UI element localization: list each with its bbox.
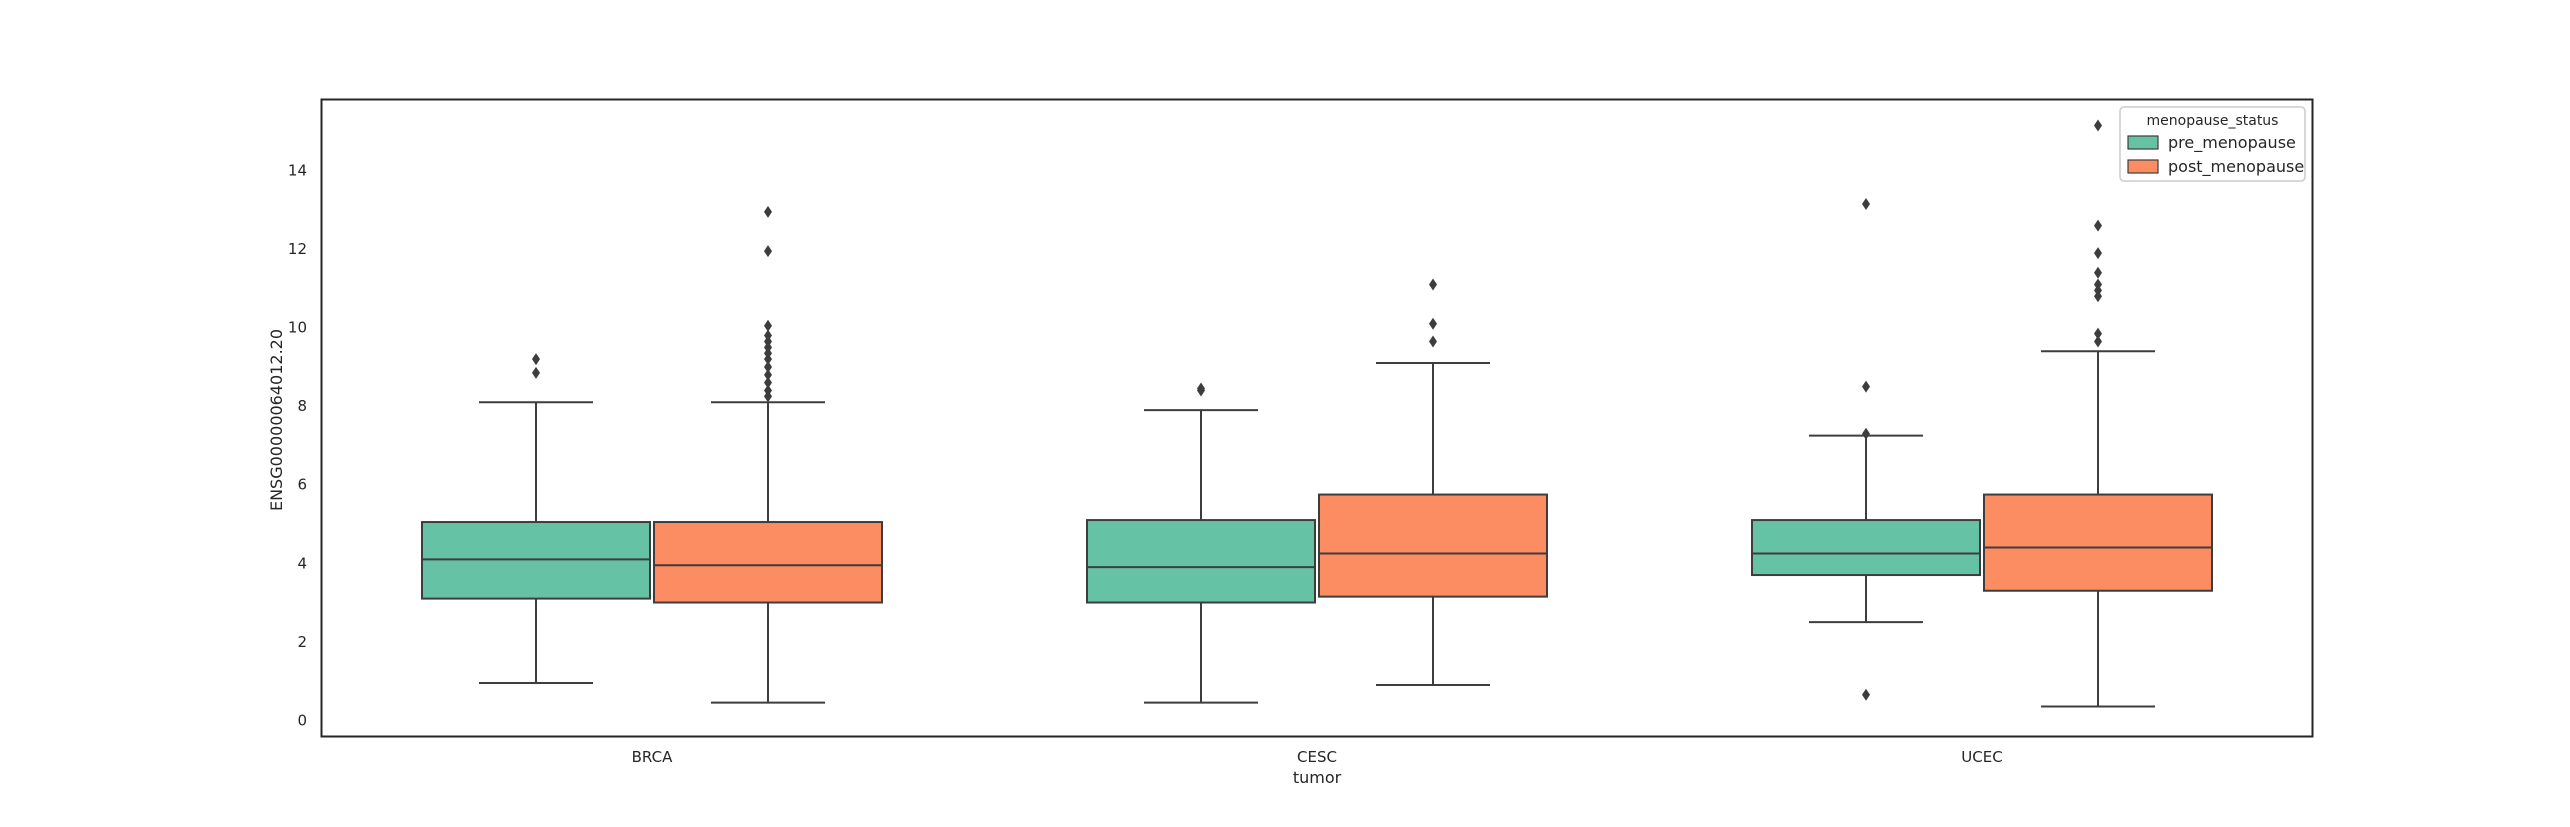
box-group xyxy=(421,353,651,684)
legend-box xyxy=(2119,106,2306,182)
outlier-point xyxy=(2094,247,2102,260)
y-tick-label: 2 xyxy=(297,633,307,651)
box-iqr xyxy=(653,521,883,604)
outlier-point xyxy=(1429,317,1437,330)
box-group xyxy=(653,205,883,704)
box-group xyxy=(1751,198,1981,701)
plot-frame xyxy=(320,98,2314,738)
outlier-point xyxy=(764,360,772,373)
outlier-point xyxy=(2094,278,2102,291)
y-tick-label: 0 xyxy=(297,711,307,729)
legend-title: menopause_status xyxy=(2147,113,2279,129)
x-axis-ticks: BRCA CESC UCEC xyxy=(632,748,2003,766)
outlier-point xyxy=(1862,198,1870,211)
outlier-point xyxy=(764,329,772,342)
y-axis-ticks: 0 2 4 6 8 10 12 14 xyxy=(288,162,307,730)
y-tick-label: 6 xyxy=(297,476,307,494)
x-tick-label: UCEC xyxy=(1961,748,2002,766)
y-axis-title: ENSG00000064012.20 xyxy=(267,329,286,511)
outlier-point xyxy=(764,205,772,218)
box-group xyxy=(1318,278,1548,686)
outlier-point xyxy=(532,353,540,366)
box-iqr xyxy=(1318,493,1548,598)
outlier-point xyxy=(2094,335,2102,348)
outlier-point xyxy=(1862,380,1870,393)
y-tick-label: 12 xyxy=(288,240,307,258)
legend-entry-label: post_menopause xyxy=(2168,157,2304,177)
outlier-point xyxy=(2094,219,2102,232)
outlier-point xyxy=(532,366,540,379)
legend-entry-label: pre_menopause xyxy=(2168,133,2296,153)
box-iqr xyxy=(1086,519,1316,604)
outlier-point xyxy=(764,376,772,389)
box-group xyxy=(1983,119,2213,708)
outlier-point xyxy=(2094,266,2102,279)
outlier-point xyxy=(764,384,772,397)
outlier-point xyxy=(1429,335,1437,348)
legend: menopause_status pre_menopause post_menopa… xyxy=(2119,106,2306,182)
outlier-point xyxy=(1862,427,1870,440)
y-tick-label: 4 xyxy=(297,554,307,572)
x-tick-label: CESC xyxy=(1297,748,1337,766)
box-iqr xyxy=(1751,519,1981,577)
y-tick-label: 8 xyxy=(297,397,307,415)
y-tick-label: 10 xyxy=(288,319,307,337)
outlier-point xyxy=(764,368,772,381)
legend-swatch xyxy=(2127,135,2159,150)
outlier-point xyxy=(2094,119,2102,132)
box-series xyxy=(421,119,2213,708)
y-tick-label: 14 xyxy=(288,162,307,180)
box-group xyxy=(1086,382,1316,704)
x-axis-title: tumor xyxy=(1293,768,1342,787)
outlier-point xyxy=(1862,688,1870,701)
outlier-point xyxy=(1429,278,1437,291)
outlier-point xyxy=(1197,382,1205,395)
outlier-point xyxy=(764,319,772,332)
x-tick-label: BRCA xyxy=(632,748,673,766)
legend-swatch xyxy=(2127,159,2159,174)
box-iqr xyxy=(1983,493,2213,592)
outlier-point xyxy=(2094,327,2102,340)
outlier-point xyxy=(764,245,772,258)
